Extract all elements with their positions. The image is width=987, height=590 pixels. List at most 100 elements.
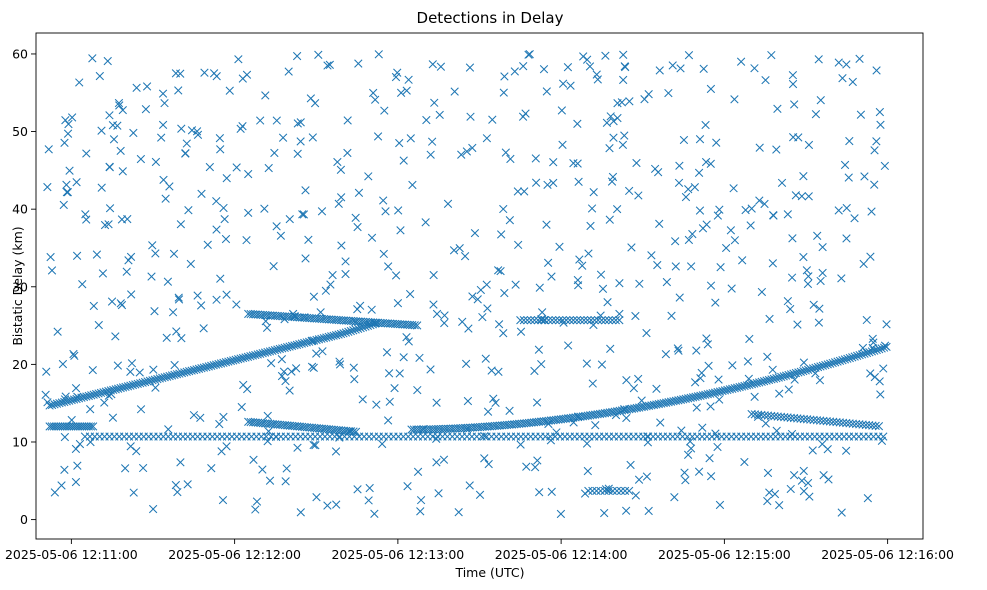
scatter-point [762,376,771,385]
scatter-point [151,249,160,258]
scatter-point [265,476,275,485]
scatter-point [462,147,472,156]
scatter-point [838,74,847,83]
scatter-point [263,411,272,421]
scatter-point [136,405,146,414]
scatter-point [619,50,628,60]
scatter-point [484,459,493,469]
scatter-point [763,496,772,506]
scatter-point [174,293,183,302]
scatter-point [688,393,698,402]
scatter-point [219,412,228,422]
scatter-point [432,458,441,467]
scatter-point [655,66,664,75]
scatter-point [284,67,293,76]
scatter-point [404,75,413,84]
scatter-point [278,344,287,353]
scatter-point [334,199,343,209]
scatter-point [842,203,851,213]
scatter-point [642,472,652,481]
scatter-point [487,366,496,375]
scatter-point [379,196,388,205]
scatter-point [668,61,677,70]
scatter-point [293,443,302,452]
scatter-point [655,219,664,228]
scatter-point [830,358,840,367]
scatter-point [65,166,74,175]
plot-frame [35,32,924,540]
scatter-point [815,376,825,385]
scatter-point [620,486,630,496]
scatter-point [634,475,644,484]
scatter-point [268,346,277,355]
scatter-point [730,384,739,393]
scatter-point [135,368,144,377]
scatter-point [746,221,755,230]
scatter-point [396,226,405,235]
scatter-point [656,418,665,427]
scatter-point [669,397,678,406]
scatter-point [876,390,885,399]
scatter-point [809,300,818,309]
scatter-point [511,280,520,289]
scatter-point [870,180,879,189]
scatter-point [608,172,618,182]
scatter-point [171,480,181,490]
scatter-point [799,414,808,424]
scatter-point [796,367,806,376]
scatter-point [580,489,590,498]
scatter-point [158,373,167,383]
scatter-point [674,396,683,405]
scatter-point [851,419,861,429]
scatter-point [879,343,889,352]
scatter-point [714,375,723,384]
scatter-point [413,385,422,395]
y-tick-label: 10 [12,434,28,449]
scatter-point [309,440,318,450]
scatter-point [654,399,663,409]
scatter-point [845,419,854,428]
scatter-point [64,119,73,129]
scatter-point [457,150,466,159]
scatter-point [296,137,305,146]
scatter-point [848,77,857,87]
scatter-point [113,121,122,130]
scatter-point [819,416,828,426]
scatter-point [574,177,583,186]
scatter-point [774,373,783,382]
scatter-point [163,277,173,286]
scatter-point [482,280,491,289]
scatter-point [563,341,573,350]
scatter-point [150,306,159,316]
scatter-point [720,386,730,395]
scatter-point [745,334,754,344]
scatter-point [364,496,373,505]
scatter-point [755,378,764,387]
scatter-point [480,431,489,441]
scatter-point [263,437,272,446]
scatter-point [50,400,59,409]
scatter-point [353,324,363,333]
scatter-point [569,159,578,168]
scatter-point [454,508,463,517]
scatter-point [685,437,695,446]
scatter-point [264,427,273,436]
scatter-point [781,371,791,380]
scatter-point [626,460,635,470]
scatter-point [381,207,390,216]
scatter-point [136,379,145,388]
scatter-point [279,367,289,376]
scatter-point [280,315,289,324]
scatter-point [293,119,302,128]
scatter-point [318,347,327,356]
scatter-point [323,61,332,70]
scatter-point [432,398,441,407]
scatter-point [661,398,671,407]
scatter-point [403,482,412,491]
scatter-point [558,79,568,88]
scatter-point [462,424,472,434]
scatter-point [793,320,802,329]
scatter-point [715,500,725,510]
scatter-point [855,54,864,63]
scatter-point [71,444,81,454]
